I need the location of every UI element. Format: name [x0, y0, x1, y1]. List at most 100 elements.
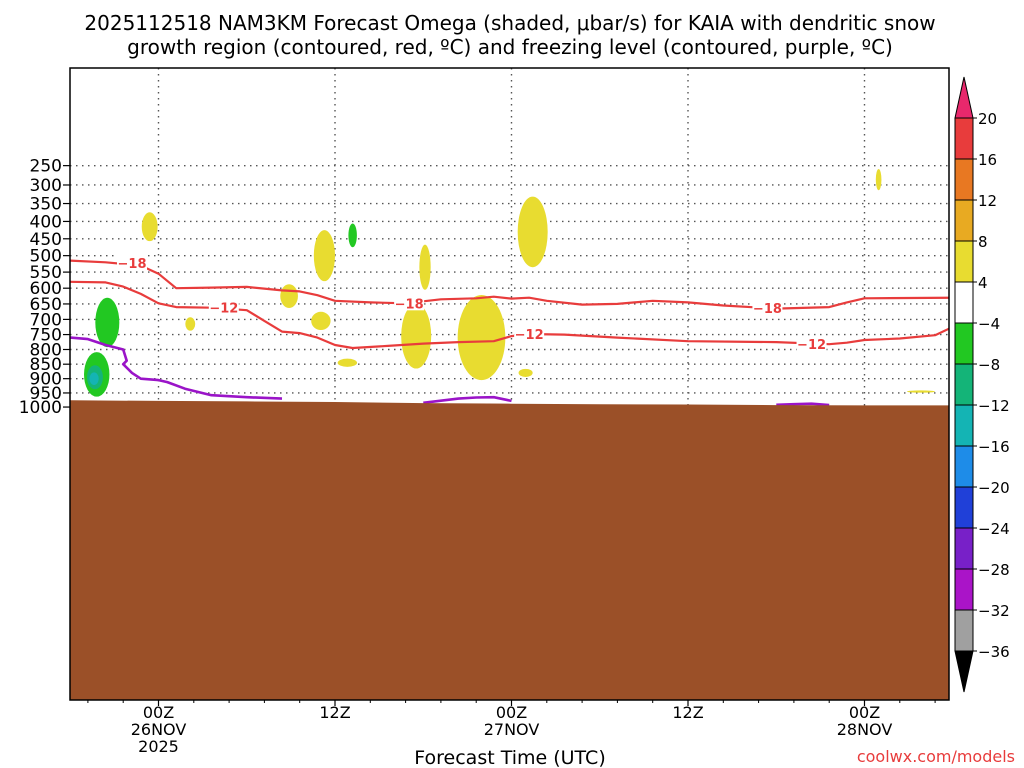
omega-area	[280, 284, 298, 308]
contour-label: −18	[753, 302, 782, 317]
omega-area	[313, 230, 335, 282]
y-tick-label: 950	[30, 384, 62, 404]
plot-area	[70, 169, 949, 700]
freezing-level-contour	[423, 395, 512, 405]
colorbar-segment	[954, 117, 974, 160]
freezing-level-contour	[70, 336, 283, 400]
contour-label: −18	[118, 257, 147, 272]
x-tick-label: 00Z	[496, 703, 527, 722]
temperature-contour	[70, 259, 949, 310]
y-axis: 2503003504004505005506006507007508008509…	[19, 157, 70, 418]
omega-area	[141, 212, 158, 242]
omega-area	[419, 244, 431, 290]
contour-label: −12	[515, 328, 544, 343]
omega-area	[906, 390, 936, 393]
freezing-level-contour	[776, 402, 830, 407]
colorbar-label: 20	[978, 110, 997, 128]
colorbar-segment	[954, 568, 974, 611]
y-tick-label: 500	[30, 247, 62, 267]
plot-frame	[69, 67, 950, 701]
x-tick-label: 12Z	[672, 703, 703, 722]
colorbar-segment	[954, 240, 974, 283]
contour-label-bg	[208, 299, 239, 315]
contour-label-bg	[117, 254, 148, 270]
x-tick-label: 12Z	[319, 703, 350, 722]
x-tick-label: 28NOV	[837, 720, 893, 739]
colorbar-label: −20	[978, 479, 1010, 497]
temperature-contour	[70, 280, 949, 350]
y-tick-label: 250	[30, 157, 62, 177]
credit-text: coolwx.com/models	[857, 747, 1015, 766]
omega-area	[518, 368, 533, 377]
omega-area	[401, 303, 432, 369]
chart-title-line1: 2025112518 NAM3KM Forecast Omega (shaded…	[84, 11, 935, 35]
contour-label: −12	[797, 338, 826, 353]
y-tick-label: 450	[30, 230, 62, 250]
contour-label: −12	[209, 302, 238, 317]
colorbar-segment	[954, 281, 974, 324]
y-tick-label: 900	[30, 370, 62, 390]
colorbar-top-arrow	[954, 76, 974, 119]
y-tick-label: 650	[30, 295, 62, 315]
x-tick-label: 26NOV	[131, 720, 187, 739]
omega-area	[457, 295, 506, 381]
gridlines	[70, 68, 949, 700]
omega-area	[337, 358, 358, 367]
omega-area	[517, 196, 548, 268]
contour-labels: −18 −12 −18 −12 −18 −12	[117, 254, 827, 353]
omega-area	[95, 297, 120, 348]
colorbar-segment	[954, 609, 974, 652]
colorbar-label: −32	[978, 602, 1010, 620]
freezing-level-contours	[70, 336, 830, 407]
omega-area	[185, 317, 196, 331]
omega-area	[89, 372, 99, 385]
chart-title-line2: growth region (contoured, red, ºC) and f…	[127, 35, 893, 59]
terrain	[70, 400, 949, 700]
omega-area	[875, 169, 882, 191]
colorbar-label: 4	[978, 274, 988, 292]
contour-label-bg	[752, 299, 783, 315]
colorbar-bottom-arrow	[954, 650, 974, 693]
colorbar-segment	[954, 404, 974, 447]
x-tick-label: 27NOV	[484, 720, 540, 739]
x-tick-label: 2025	[138, 737, 179, 756]
colorbar-label: −4	[978, 315, 1000, 333]
ground-terrain	[70, 400, 949, 700]
contour-label: −18	[395, 297, 424, 312]
colorbar-segment	[954, 158, 974, 201]
omega-area	[348, 223, 357, 248]
colorbar-label: 8	[978, 233, 988, 251]
y-tick-label: 800	[30, 341, 62, 361]
contour-label-bg	[796, 336, 827, 352]
colorbar: 20 16 12 8 4 −4 −8 −12 −16 −20 −24 −28 −32 −36	[954, 76, 1010, 693]
temperature-contours	[70, 259, 949, 350]
y-tick-label: 350	[30, 195, 62, 215]
y-tick-label: 550	[30, 263, 62, 283]
x-axis-label: Forecast Time (UTC)	[414, 747, 605, 768]
omega-shading	[84, 169, 936, 397]
y-tick-label: 600	[30, 279, 62, 299]
x-tick-label: 00Z	[143, 703, 174, 722]
contour-label-bg	[394, 295, 425, 311]
x-tick-label: 00Z	[849, 703, 880, 722]
colorbar-label: −36	[978, 643, 1010, 661]
colorbar-label: −16	[978, 438, 1010, 456]
colorbar-segment	[954, 527, 974, 570]
y-tick-label: 700	[30, 310, 62, 330]
colorbar-label: −24	[978, 520, 1010, 538]
colorbar-segment	[954, 199, 974, 242]
y-tick-label: 400	[30, 212, 62, 232]
colorbar-label: −12	[978, 397, 1010, 415]
colorbar-label: 16	[978, 151, 997, 169]
y-tick-label: 850	[30, 355, 62, 375]
colorbar-segment	[954, 363, 974, 406]
colorbar-segment	[954, 445, 974, 488]
y-tick-label: 750	[30, 326, 62, 346]
y-tick-label: 1000	[19, 398, 62, 418]
colorbar-segment	[954, 322, 974, 365]
colorbar-segment	[954, 486, 974, 529]
omega-area	[311, 311, 331, 331]
contour-label-bg	[514, 325, 545, 341]
